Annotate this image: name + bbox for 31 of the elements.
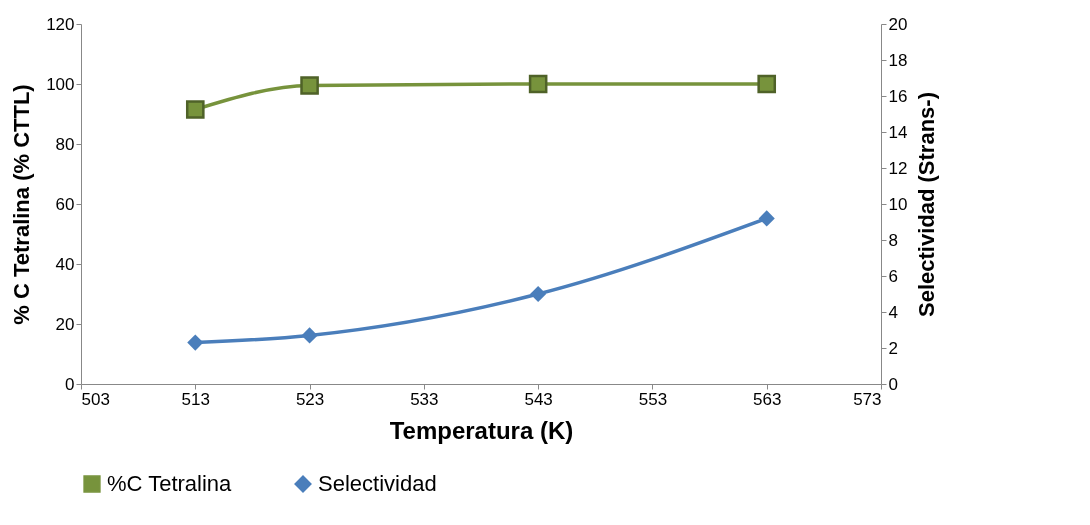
y2-tick-label: 8 bbox=[888, 230, 898, 250]
x-tick-label: 543 bbox=[524, 389, 553, 409]
y2-tick-label: 4 bbox=[888, 302, 898, 322]
y-tick-label: 120 bbox=[46, 14, 75, 34]
y-tick-label: 80 bbox=[55, 134, 75, 154]
y2-tick-label: 0 bbox=[888, 374, 898, 394]
x-axis-title: Temperatura (K) bbox=[389, 416, 574, 444]
y-tick-label: 60 bbox=[55, 194, 75, 214]
y2-tick-label: 12 bbox=[888, 158, 908, 178]
legend-label: %C Tetralina bbox=[107, 471, 233, 496]
y-tick-label: 0 bbox=[65, 374, 75, 394]
y2-tick-label: 10 bbox=[888, 194, 908, 214]
x-tick-label: 563 bbox=[753, 389, 782, 409]
y2-tick-label: 14 bbox=[888, 122, 908, 142]
x-tick-label: 523 bbox=[295, 389, 325, 409]
y2-axis-title: Selectividad (Strans-) bbox=[914, 92, 940, 317]
y2-tick-label: 16 bbox=[888, 86, 908, 106]
x-tick-label: 533 bbox=[410, 389, 439, 409]
x-tick-label: 513 bbox=[181, 389, 210, 409]
y-tick-label: 100 bbox=[46, 74, 75, 94]
x-tick-label: 573 bbox=[853, 389, 882, 409]
y-tick-label: 40 bbox=[55, 254, 75, 274]
x-tick-label: 553 bbox=[638, 389, 668, 409]
y2-tick-label: 2 bbox=[888, 338, 898, 358]
y-axis-title: % C Tetralina (% CTTL) bbox=[9, 84, 35, 325]
y2-tick-label: 6 bbox=[888, 266, 898, 286]
y2-tick-label: 18 bbox=[888, 50, 908, 70]
x-tick-label: 503 bbox=[81, 389, 110, 409]
y-tick-label: 20 bbox=[55, 314, 75, 334]
y2-tick-label: 20 bbox=[888, 14, 908, 34]
legend-label: Selectividad bbox=[318, 471, 437, 496]
